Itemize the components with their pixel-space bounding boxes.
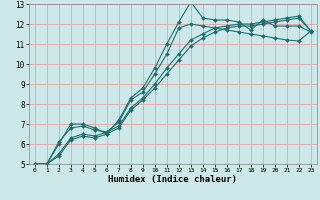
X-axis label: Humidex (Indice chaleur): Humidex (Indice chaleur): [108, 175, 237, 184]
